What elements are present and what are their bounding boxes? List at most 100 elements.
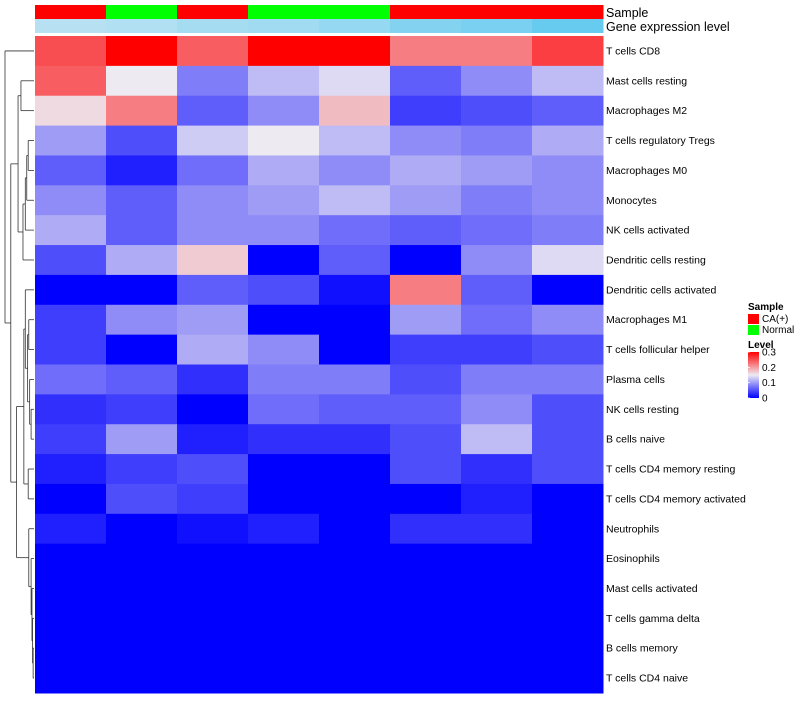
sample-legend: Sample CA(+) Normal bbox=[748, 302, 794, 336]
heatmap-cell bbox=[177, 304, 249, 336]
heatmap-cell bbox=[106, 454, 178, 485]
heatmap-cell bbox=[106, 364, 178, 395]
heatmap-cell bbox=[532, 424, 604, 455]
heatmap-cell bbox=[390, 36, 462, 67]
heatmap-cell bbox=[248, 543, 320, 575]
heatmap-cell bbox=[106, 185, 178, 216]
heatmap-cell bbox=[177, 454, 249, 485]
heatmap-cell bbox=[461, 125, 533, 156]
heatmap-cell bbox=[532, 65, 604, 97]
heatmap-cell bbox=[248, 95, 320, 127]
heatmap-cell bbox=[106, 304, 178, 336]
heatmap-cell bbox=[106, 633, 178, 664]
heatmap-cell bbox=[248, 185, 320, 216]
heatmap-cell bbox=[35, 274, 107, 306]
heatmap-cell bbox=[35, 454, 107, 485]
heatmap-cell bbox=[177, 95, 249, 127]
level-tick-label: 0.2 bbox=[762, 363, 776, 374]
heatmap-cell bbox=[35, 245, 107, 276]
heatmap-cell bbox=[390, 633, 462, 664]
heatmap-cell bbox=[532, 125, 604, 156]
heatmap-cell bbox=[106, 603, 178, 634]
row-label: B cells naive bbox=[606, 434, 665, 446]
level-tick-label: 0.3 bbox=[762, 348, 776, 359]
row-label: Mast cells resting bbox=[606, 75, 687, 87]
row-label: Macrophages M2 bbox=[606, 105, 687, 117]
heatmap-cell bbox=[461, 364, 533, 395]
row-label: T cells regulatory Tregs bbox=[606, 135, 715, 147]
heatmap-cell bbox=[461, 663, 533, 694]
heatmap-cell bbox=[461, 334, 533, 365]
heatmap-cell bbox=[106, 543, 178, 575]
heatmap-cell bbox=[177, 513, 249, 545]
heatmap-cell bbox=[390, 513, 462, 545]
heatmap-cell bbox=[248, 274, 320, 306]
heatmap-cell bbox=[532, 274, 604, 306]
heatmap-cell bbox=[532, 245, 604, 276]
heatmap-cell bbox=[177, 245, 249, 276]
heatmap-cell bbox=[177, 364, 249, 395]
heatmap-cell bbox=[177, 36, 249, 67]
heatmap-cell bbox=[248, 513, 320, 545]
gene-expression-annotation-bar bbox=[35, 19, 604, 33]
heatmap-cell bbox=[35, 185, 107, 216]
row-label: Macrophages M1 bbox=[606, 314, 687, 326]
sample-annotation-cell bbox=[461, 5, 533, 19]
heatmap-cell bbox=[461, 573, 533, 604]
heatmap-cell bbox=[177, 185, 249, 216]
row-label: T cells CD4 memory resting bbox=[606, 464, 735, 476]
sample-annotation-cell bbox=[35, 5, 107, 19]
heatmap-cell bbox=[248, 633, 320, 664]
gene-expression-annotation-cell bbox=[390, 19, 462, 33]
heatmap-cell bbox=[106, 394, 178, 425]
heatmap-cell bbox=[248, 215, 320, 246]
heatmap-cell bbox=[177, 125, 249, 156]
heatmap-cell bbox=[35, 483, 107, 515]
heatmap-cell bbox=[461, 245, 533, 276]
heatmap-cell bbox=[319, 603, 391, 634]
gene-expression-annotation-cell bbox=[248, 19, 320, 33]
heatmap-cell bbox=[532, 513, 604, 545]
heatmap-cell bbox=[390, 185, 462, 216]
heatmap-cell bbox=[35, 125, 107, 156]
heatmap-cell bbox=[35, 394, 107, 425]
heatmap-cell bbox=[106, 483, 178, 515]
heatmap-cell bbox=[35, 334, 107, 365]
heatmap-cell bbox=[532, 334, 604, 365]
heatmap-cell bbox=[177, 633, 249, 664]
sample-annotation-cell bbox=[319, 5, 391, 19]
heatmap-cell bbox=[177, 483, 249, 515]
heatmap-cell bbox=[461, 36, 533, 67]
row-label: T cells CD4 naive bbox=[606, 673, 688, 685]
heatmap-cell bbox=[532, 543, 604, 575]
gene-expression-annotation-title: Gene expression level bbox=[606, 20, 730, 34]
heatmap-cell bbox=[319, 454, 391, 485]
heatmap-cell bbox=[319, 543, 391, 575]
heatmap-cell bbox=[390, 65, 462, 97]
heatmap-cell bbox=[248, 65, 320, 97]
heatmap-cell bbox=[35, 36, 107, 67]
heatmap-cell bbox=[461, 155, 533, 186]
row-label: Plasma cells bbox=[606, 374, 665, 386]
heatmap-cell bbox=[35, 603, 107, 634]
heatmap-cell bbox=[532, 454, 604, 485]
heatmap-cell bbox=[390, 364, 462, 395]
row-label: Dendritic cells resting bbox=[606, 254, 706, 266]
heatmap-cell bbox=[248, 394, 320, 425]
heatmap-cell bbox=[177, 603, 249, 634]
row-label: T cells CD8 bbox=[606, 45, 660, 57]
gene-expression-annotation-cell bbox=[35, 19, 107, 33]
heatmap-cell bbox=[390, 483, 462, 515]
heatmap-cell bbox=[248, 663, 320, 694]
heatmap-cell bbox=[319, 245, 391, 276]
heatmap-cell bbox=[461, 603, 533, 634]
heatmap-cell bbox=[532, 304, 604, 336]
row-label: Dendritic cells activated bbox=[606, 284, 716, 296]
heatmap-cell bbox=[248, 245, 320, 276]
heatmap-cell bbox=[35, 513, 107, 545]
heatmap-cell bbox=[248, 125, 320, 156]
heatmap-cell bbox=[390, 334, 462, 365]
heatmap-cell bbox=[390, 245, 462, 276]
gene-expression-annotation-cell bbox=[177, 19, 249, 33]
